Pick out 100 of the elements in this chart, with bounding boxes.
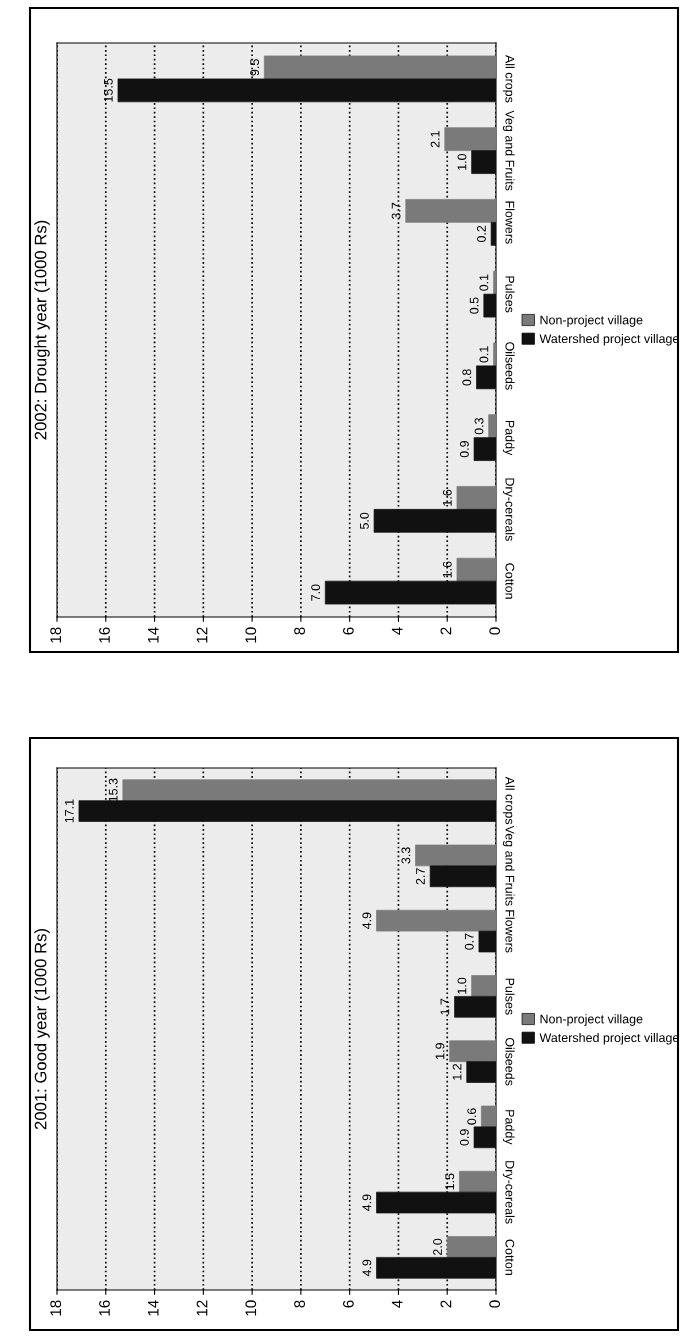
x-tick-label: 12 — [196, 1300, 208, 1316]
data-label: 4.9 — [362, 1259, 372, 1277]
legend-label: Non-project village — [540, 315, 643, 327]
bar — [481, 1105, 496, 1128]
bar — [373, 509, 496, 533]
y-tick-label: Veg and Fruits — [502, 110, 515, 191]
bar — [476, 365, 496, 390]
x-tick-label: 16 — [99, 627, 110, 643]
bar — [456, 486, 496, 510]
x-tick-label: 14 — [148, 627, 159, 643]
y-tick-label: Cotton — [505, 563, 515, 599]
bar — [405, 199, 496, 223]
data-label: 1.5 — [445, 1173, 455, 1190]
x-tick-label: 6 — [342, 1300, 354, 1308]
bar — [471, 150, 496, 174]
y-tick-label: Oilseeds — [505, 1037, 515, 1086]
data-label: 0.6 — [467, 1108, 477, 1125]
data-label: 1.2 — [452, 1064, 462, 1080]
data-label: 0.7 — [464, 933, 474, 950]
y-tick-label: Pulses — [505, 276, 515, 313]
bar — [263, 55, 496, 80]
x-tick-label: 0 — [489, 1300, 501, 1308]
data-label: 3.3 — [401, 847, 411, 864]
bar — [78, 800, 496, 822]
data-label: 2.7 — [416, 868, 425, 885]
data-label: 4.9 — [362, 1194, 372, 1211]
data-label: 1.6 — [442, 561, 452, 578]
bar — [122, 779, 496, 801]
data-label: 0.1 — [479, 346, 489, 363]
x-tick-label: 4 — [391, 1300, 403, 1308]
data-label: 2.1 — [430, 131, 440, 148]
x-tick-label: 2 — [440, 627, 452, 635]
bar — [456, 557, 496, 582]
bar — [449, 1040, 496, 1062]
data-label: 1.6 — [442, 489, 452, 506]
data-label: 1.7 — [440, 998, 450, 1015]
x-tick-label: 4 — [391, 627, 403, 635]
bar — [415, 844, 496, 867]
data-label: 4.9 — [362, 912, 372, 930]
data-label: 0.1 — [479, 274, 489, 291]
data-label: 2.0 — [433, 1238, 442, 1255]
data-label: 15.5 — [104, 78, 113, 102]
data-label: 0.8 — [462, 369, 472, 386]
x-tick-label: 16 — [99, 1300, 110, 1316]
bar — [444, 127, 496, 151]
y-tick-label: Paddy — [502, 420, 515, 456]
data-label: 5.0 — [359, 512, 369, 530]
bar — [473, 1126, 496, 1149]
text: 2002: Drought year (1000 Rs) — [34, 220, 50, 440]
data-label: 1.0 — [457, 153, 467, 170]
bar — [493, 342, 496, 367]
y-tick-label: Oilseeds — [505, 342, 515, 390]
data-label: 0.5 — [469, 297, 479, 314]
x-tick-label: 2 — [440, 1300, 452, 1308]
x-tick-label: 8 — [294, 1300, 305, 1308]
bar — [490, 222, 496, 246]
bar — [459, 1170, 496, 1193]
x-tick-label: 10 — [245, 627, 257, 643]
y-tick-label: Dry-cereals — [502, 478, 515, 541]
x-tick-label: 8 — [294, 627, 305, 635]
data-label: 1.9 — [435, 1043, 445, 1059]
legend-label: Non-project village — [540, 1014, 643, 1026]
data-label: 15.3 — [108, 778, 118, 802]
x-tick-label: 18 — [50, 627, 62, 643]
bar — [493, 270, 496, 295]
bar — [446, 1236, 496, 1258]
bar — [376, 1257, 496, 1279]
y-tick-label: Cotton — [505, 1239, 515, 1275]
y-tick-label: Flowers — [505, 910, 515, 953]
x-tick-label: 6 — [342, 627, 354, 635]
data-label: 0.2 — [477, 225, 486, 243]
y-tick-label: Veg and Fruits — [502, 825, 515, 906]
y-tick-label: Dry-cereals — [502, 1161, 515, 1224]
y-tick-label: All crops — [502, 776, 515, 825]
data-label: 7.0 — [311, 584, 321, 601]
y-tick-label: Flowers — [505, 201, 515, 244]
bar — [483, 293, 496, 318]
y-tick-label: Paddy — [502, 1110, 515, 1145]
bar — [471, 975, 496, 997]
bar — [454, 996, 496, 1018]
data-label: 3.7 — [391, 202, 401, 220]
bar — [376, 1191, 496, 1214]
x-tick-label: 14 — [148, 1300, 159, 1316]
data-label: 9.5 — [250, 59, 260, 76]
bar — [473, 437, 496, 461]
y-tick-label: Pulses — [505, 978, 515, 1015]
x-tick-label: 12 — [196, 627, 208, 643]
y-tick-label: All crops — [502, 54, 515, 103]
data-label: 0.9 — [459, 1129, 469, 1146]
bar — [488, 414, 496, 438]
data-label: 0.9 — [459, 441, 469, 458]
x-tick-label: 18 — [50, 1300, 62, 1316]
bar — [466, 1061, 496, 1083]
bar — [429, 865, 496, 888]
data-label: 17.1 — [64, 799, 74, 823]
bar — [117, 78, 496, 103]
data-label: 1.0 — [457, 977, 467, 994]
x-tick-label: 0 — [489, 627, 501, 635]
bar — [324, 580, 496, 605]
data-label: 0.3 — [474, 418, 484, 435]
